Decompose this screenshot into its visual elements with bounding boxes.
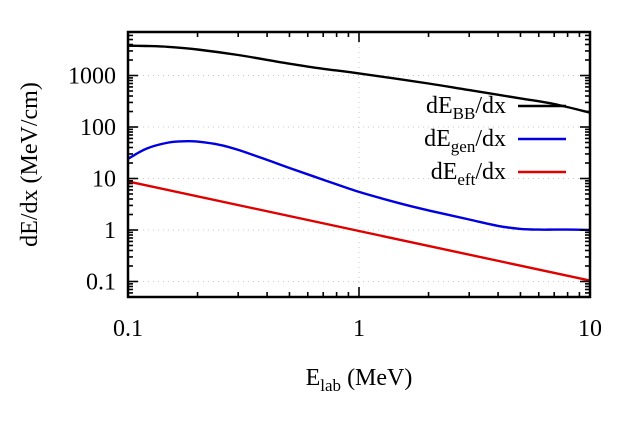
legend-entry-gen: dEgen/dx [424, 126, 566, 156]
tick-labels: 0.1 1 10 0.1 1 10 100 1000 [68, 64, 602, 342]
legend-label-sub: gen [451, 137, 476, 156]
legend-label-tail: /dx [475, 93, 506, 119]
x-tick-label: 0.1 [113, 316, 143, 342]
y-tick-label: 100 [80, 115, 116, 141]
x-tick-label: 10 [578, 316, 602, 342]
legend-label-gen: dEgen/dx [424, 126, 506, 156]
x-axis-title: Elab (MeV) [306, 365, 413, 395]
y-tick-label: 1 [104, 218, 116, 244]
series-line-gen [127, 139, 591, 232]
legend-label-sub: eft [457, 170, 475, 189]
y-tick-label: 0.1 [86, 269, 116, 295]
y-tick-label: 1000 [68, 64, 116, 90]
legend-entry-eft: dEeft/dx [431, 159, 566, 189]
legend-label-main: dE [431, 159, 458, 185]
legend-label-sub: BB [453, 104, 476, 123]
legend-label-eft: dEeft/dx [431, 159, 506, 189]
series-line-eft [127, 180, 591, 282]
legend-label-main: dE [426, 93, 453, 119]
y-axis-title: dE/dx (MeV/cm) [17, 82, 43, 247]
legend-label-bb: dEBB/dx [426, 93, 506, 123]
y-tick-label: 10 [92, 167, 116, 193]
x-axis-title-sub: lab [320, 376, 341, 395]
axis-ticks [127, 32, 591, 297]
x-axis-title-tail: (MeV) [341, 365, 412, 391]
legend-label-tail: /dx [475, 126, 506, 152]
x-axis-title-main: E [306, 365, 321, 391]
legend-entry-bb: dEBB/dx [426, 93, 566, 123]
legend-label-tail: /dx [475, 159, 506, 185]
series-line-bb [127, 44, 591, 114]
series-lines [127, 44, 591, 282]
grid [128, 32, 590, 297]
legend-label-main: dE [424, 126, 451, 152]
x-tick-label: 1 [353, 316, 365, 342]
